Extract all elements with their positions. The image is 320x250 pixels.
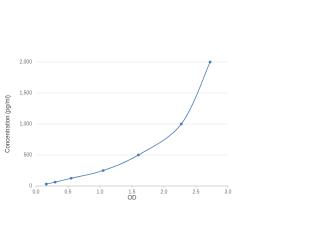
y-tick-label: 500 [24,152,33,158]
x-tick-label: 2.5 [193,189,200,195]
x-axis-label: OD [128,196,138,202]
x-tick-label: 0.5 [65,189,72,195]
point [53,180,57,184]
point [101,169,105,172]
point [179,122,183,126]
y-axis-label: Concentration (pg/ml) [6,95,12,153]
point [44,182,48,186]
point [137,153,140,157]
y-tick-label: 0 [29,183,32,189]
chart: Concentration (pg/ml) OD 0 500 1,000 1,500 2… [6,59,232,202]
x-tick-label: 2.0 [161,189,168,195]
x-tick-label: 0.0 [33,189,40,195]
x-tick-label: 1.0 [97,189,104,195]
x-tick-label: 3.0 [225,189,232,195]
curve [46,61,211,185]
y-tick-label: 2,000 [19,59,32,65]
y-tick-label: 1,000 [19,121,32,127]
y-tick-label: 1,500 [19,90,32,96]
point [69,176,73,180]
point [208,60,212,64]
x-tick-label: 1.5 [129,189,136,195]
